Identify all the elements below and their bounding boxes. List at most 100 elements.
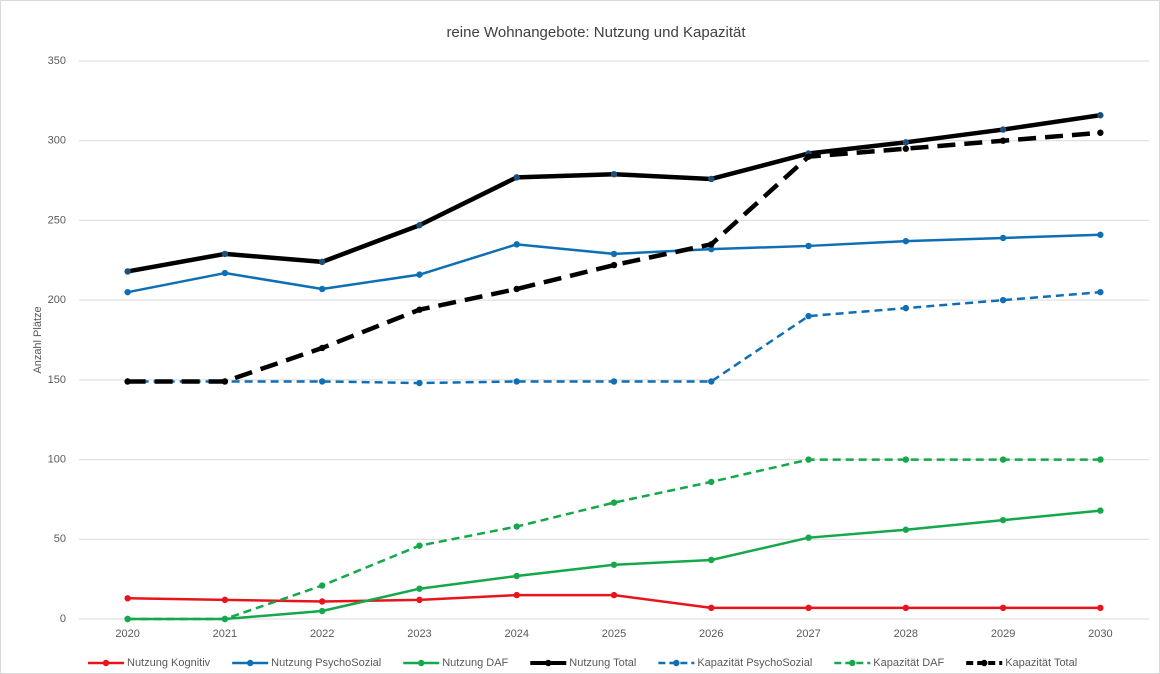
data-point [513,241,520,248]
data-point [999,516,1007,524]
y-tick-label: 100 [48,453,66,465]
x-tick-label: 2023 [407,628,431,640]
data-point [513,174,520,181]
data-point [1097,288,1104,296]
data-point [124,378,131,385]
data-point [902,145,910,152]
data-point [416,542,423,549]
data-point [124,288,131,296]
data-point [416,306,423,313]
data-point [1097,456,1104,463]
data-point [999,126,1007,133]
data-point [805,456,812,463]
y-tick-label: 0 [60,613,66,625]
data-point [708,175,715,183]
legend-label: Kapazität Total [1005,657,1077,669]
data-point [902,604,910,612]
data-point [513,572,520,580]
data-point [610,261,618,269]
data-point [902,139,910,146]
data-point [708,604,715,612]
legend-marker [418,659,425,667]
data-point [513,378,520,385]
data-point [902,456,910,463]
data-point [221,378,229,385]
y-tick-label: 300 [48,135,66,147]
y-tick-label: 150 [48,374,66,386]
data-point [318,598,326,605]
x-tick-label: 2022 [310,628,334,640]
y-tick-label: 50 [54,533,66,545]
data-point [124,615,131,623]
data-point [708,241,715,248]
data-point [124,268,131,275]
data-point [610,561,618,568]
data-point [513,523,520,530]
data-point [221,615,229,623]
legend-marker [102,659,110,667]
data-point [805,534,812,541]
data-point [805,312,812,320]
data-point [1097,507,1104,514]
data-point [513,591,520,599]
legend-marker [545,659,552,667]
data-point [902,237,910,245]
legend-label: Nutzung Total [569,657,636,669]
data-point [805,242,812,250]
x-tick-label: 2027 [796,628,820,640]
data-point [805,604,812,612]
data-point [221,269,229,277]
data-point [999,456,1007,463]
x-tick-label: 2029 [991,628,1015,640]
data-point [416,222,423,229]
data-point [1097,231,1104,238]
data-point [610,170,618,178]
data-point [610,499,618,506]
data-point [318,378,326,385]
legend-marker [849,659,856,667]
series-line [127,130,1101,384]
data-point [999,604,1007,612]
x-tick-label: 2028 [894,628,918,640]
data-point [1097,129,1104,136]
data-point [999,296,1007,304]
data-point [221,596,229,604]
legend-marker [246,659,254,667]
data-point [708,556,715,564]
legend-marker [673,659,680,667]
data-point [999,137,1007,144]
data-point [708,478,715,486]
chart-title: reine Wohnangebote: Nutzung und Kapazitä… [446,24,746,41]
legend-label: Nutzung Kognitiv [127,657,211,669]
data-point [318,258,326,266]
x-tick-label: 2020 [115,628,139,640]
x-tick-label: 2021 [213,628,237,640]
legend-marker [981,659,988,667]
data-point [610,250,618,258]
legend-label: Nutzung DAF [442,657,508,669]
data-point [902,526,910,533]
y-axis-label: Anzahl Plätze [32,306,44,373]
legend-label: Nutzung PsychoSozial [271,657,381,669]
data-point [318,607,326,615]
y-tick-label: 350 [48,55,66,67]
x-tick-label: 2024 [504,628,528,640]
y-tick-label: 200 [48,294,66,306]
x-tick-label: 2026 [699,628,723,640]
data-point [318,344,326,352]
series-line [127,458,1101,621]
data-point [708,245,715,253]
legend-label: Kapazität PsychoSozial [697,657,812,669]
data-point [1097,112,1104,119]
data-point [221,250,229,258]
x-tick-label: 2030 [1088,628,1112,640]
data-point [610,591,618,599]
data-point [416,379,423,387]
data-point [708,378,715,385]
data-point [610,378,618,385]
data-point [124,595,131,602]
data-point [318,582,326,589]
data-point [513,285,520,293]
